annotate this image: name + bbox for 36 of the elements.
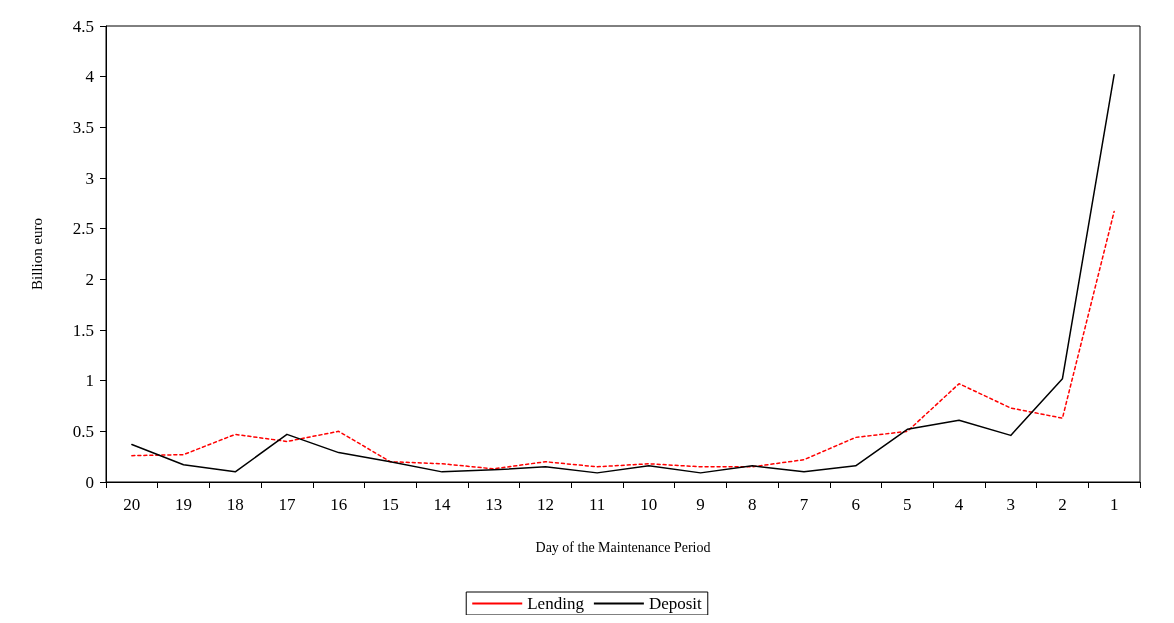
x-tick-label: 12 [536, 495, 554, 514]
x-tick-label: 14 [433, 495, 452, 514]
y-axis-title: Billion euro [28, 217, 45, 291]
x-tick-label: 11 [588, 495, 606, 514]
line-series [131, 73, 1115, 474]
y-tick-label: 0.5 [72, 421, 94, 441]
x-tick-label: 17 [278, 495, 296, 514]
x-tick-label: 16 [330, 495, 348, 514]
y-tick-label: 3 [85, 168, 94, 188]
y-tick-label: 3.5 [72, 117, 94, 137]
x-tick-label: 20 [123, 495, 141, 514]
y-tick-label: 4.5 [72, 16, 94, 36]
x-tick-label: 9 [696, 495, 705, 514]
x-tick-label: 5 [903, 495, 912, 514]
y-tick-label: 2 [85, 269, 94, 289]
y-tick-label: 0 [85, 472, 94, 492]
x-tick-label: 8 [748, 495, 757, 514]
line-series [131, 210, 1115, 470]
x-tick-label: 18 [226, 495, 244, 514]
legend-label: Deposit [648, 594, 703, 613]
y-tick-label: 1 [85, 371, 94, 391]
x-tick-label: 1 [1109, 495, 1119, 514]
x-axis-title: Day of the Maintenance Period [535, 539, 711, 555]
x-tick-label: 7 [799, 495, 809, 514]
x-tick-label: 3 [1006, 495, 1015, 514]
x-tick-label: 10 [640, 495, 658, 514]
y-tick-label: 1.5 [72, 320, 94, 340]
x-tick-label: 6 [851, 495, 860, 514]
y-tick-label: 4 [85, 67, 95, 87]
x-tick-label: 15 [381, 495, 399, 514]
legend-label: Lending [527, 594, 585, 613]
x-tick-label: 13 [485, 495, 503, 514]
x-tick-label: 2 [1058, 495, 1067, 514]
x-tick-label: 19 [175, 495, 193, 514]
x-tick-label: 4 [954, 495, 964, 514]
y-tick-label: 2.5 [72, 219, 94, 239]
